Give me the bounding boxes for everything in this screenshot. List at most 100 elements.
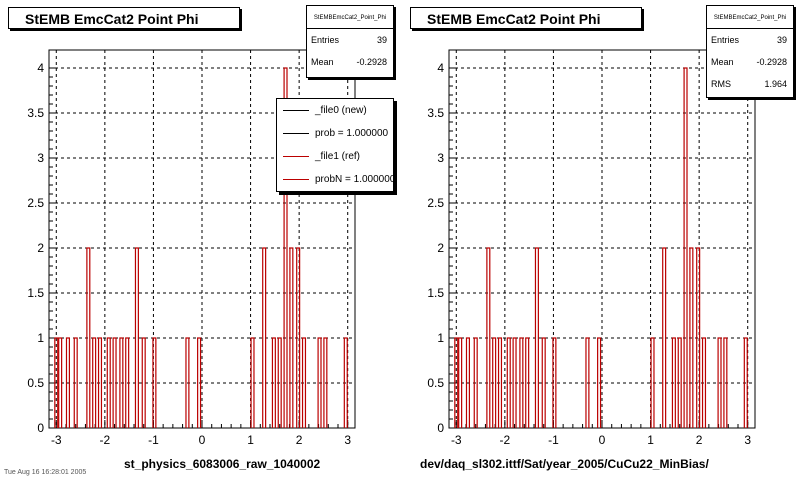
y-tick-label: 2.5 (427, 196, 444, 210)
y-tick-label: 1 (37, 331, 44, 345)
stats-mean-row: Mean -0.2928 (307, 51, 393, 77)
histogram-bin (197, 337, 202, 428)
histogram-bin (492, 337, 497, 428)
histogram-bin (58, 337, 63, 428)
legend-entry-file1: _file1 (ref) (277, 145, 393, 168)
chart-title-right: StEMB EmcCat2 Point Phi (410, 7, 642, 29)
histogram-bin (486, 247, 491, 428)
y-tick-label: 2.5 (27, 196, 44, 210)
histogram-bin (97, 337, 103, 428)
x-tick-label: 0 (599, 433, 606, 447)
stats-header: StEMBEmcCat2_Point_Phi (707, 6, 793, 29)
legend-entry-probn: probN = 1.000000 (277, 168, 393, 191)
y-tick-label: 2 (37, 241, 44, 255)
stats-mean-value: -0.2928 (356, 57, 387, 67)
stats-rms-label: RMS (711, 79, 731, 89)
legend-label-file0: _file0 (new) (315, 105, 367, 116)
stats-entries-label: Entries (311, 35, 340, 45)
histogram-bin (301, 337, 307, 428)
x-tick-label: 0 (199, 433, 206, 447)
histogram-panel-right: -3 -2 -1 0 1 2 3 0 0.5 1 1.5 2 2.5 3 3.5 4 StEMB EmcCat… (400, 0, 800, 480)
histogram-bin (323, 337, 328, 428)
legend-label-file1: _file1 (ref) (315, 151, 361, 162)
x-tick-label: -3 (451, 433, 462, 447)
histogram-bin (152, 337, 157, 428)
histogram-bin (454, 337, 459, 428)
x-tick-label: -2 (100, 433, 111, 447)
x-tick-label: 1 (247, 433, 254, 447)
histogram-bin (106, 337, 111, 428)
chart-title-left: StEMB EmcCat2 Point Phi (8, 7, 240, 29)
stats-mean-label: Mean (311, 57, 334, 67)
legend-line-file0 (283, 110, 309, 111)
stats-entries-row: Entries 39 (707, 29, 793, 51)
stats-mean-value: -0.2928 (756, 57, 787, 67)
y-tick-label: 1 (437, 331, 444, 345)
x-tick-label: -1 (148, 433, 159, 447)
histogram-bin (519, 337, 524, 428)
y-tick-label: 0 (37, 421, 44, 435)
x-tick-label: -1 (548, 433, 559, 447)
histogram-bin (512, 337, 517, 428)
legend-box: _file0 (new) prob = 1.000000 _file1 (ref… (276, 98, 394, 192)
histogram-bin (65, 337, 70, 428)
histogram-bin (497, 337, 503, 428)
legend-label-prob: prob = 1.000000 (315, 128, 389, 139)
histogram-bin (525, 337, 530, 428)
histogram-bin (112, 337, 117, 428)
histogram-bin (289, 247, 294, 428)
histogram-bin (662, 247, 667, 428)
legend-entry-prob: prob = 1.000000 (277, 122, 393, 145)
histogram-plot-right: -3 -2 -1 0 1 2 3 0 0.5 1 1.5 2 2.5 3 3.5 4 (427, 49, 756, 447)
histogram-bin (86, 247, 91, 428)
x-tick-label: 2 (696, 433, 703, 447)
histogram-bin (597, 337, 602, 428)
histogram-bin (458, 337, 463, 428)
histogram-bin (689, 247, 694, 428)
legend-line-prob (283, 133, 309, 134)
histogram-bin (343, 337, 348, 428)
histogram-bin (465, 337, 470, 428)
histogram-bin (134, 247, 139, 428)
histogram-bin (296, 247, 301, 428)
stats-entries-label: Entries (711, 35, 740, 45)
histogram-bin (250, 337, 255, 428)
stats-box-left: StEMBEmcCat2_Point_Phi Entries 39 Mean -… (306, 5, 394, 78)
y-tick-label: 3 (37, 151, 44, 165)
histogram-bin (473, 337, 478, 428)
histogram-bin (717, 337, 722, 428)
histogram-bin (283, 67, 288, 428)
y-tick-label: 1.5 (427, 286, 444, 300)
x-tick-label: 3 (344, 433, 351, 447)
histogram-bin (317, 337, 322, 428)
y-tick-label: 3.5 (427, 106, 444, 120)
histogram-bin (271, 337, 276, 428)
y-tick-label: 3 (437, 151, 444, 165)
stats-header: StEMBEmcCat2_Point_Phi (307, 6, 393, 29)
histogram-bin (277, 337, 282, 428)
histogram-bin (185, 337, 190, 428)
histogram-bin (671, 337, 676, 428)
histogram-bin (141, 337, 146, 428)
histogram-bin (683, 67, 688, 428)
stats-mean-row: Mean -0.2928 (707, 51, 793, 73)
histogram-bin (696, 247, 701, 428)
histogram-bin (54, 337, 59, 428)
stats-rms-value: 1.964 (764, 79, 787, 89)
histogram-bin (541, 337, 546, 428)
stats-entries-row: Entries 39 (307, 29, 393, 51)
x-tick-label: -2 (500, 433, 511, 447)
histogram-bin (262, 247, 267, 428)
histogram-bin (677, 337, 682, 428)
x-tick-label: 3 (744, 433, 751, 447)
histogram-bin (701, 337, 707, 428)
x-axis-title-right: dev/daq_sl302.ittf/Sat/year_2005/CuCu22_… (420, 457, 709, 471)
y-tick-label: 4 (437, 61, 444, 75)
histogram-panel-left: -3 -2 -1 0 1 2 3 0 0.5 1 1.5 2 2.5 3 3.5 4 StEMB EmcCat… (4, 5, 394, 476)
legend-entry-file0: _file0 (new) (277, 99, 393, 122)
histogram-bin (743, 337, 748, 428)
y-tick-label: 0.5 (427, 376, 444, 390)
stats-rms-row: RMS 1.964 (707, 73, 793, 97)
x-tick-label: 2 (296, 433, 303, 447)
stats-entries-value: 39 (376, 35, 387, 45)
